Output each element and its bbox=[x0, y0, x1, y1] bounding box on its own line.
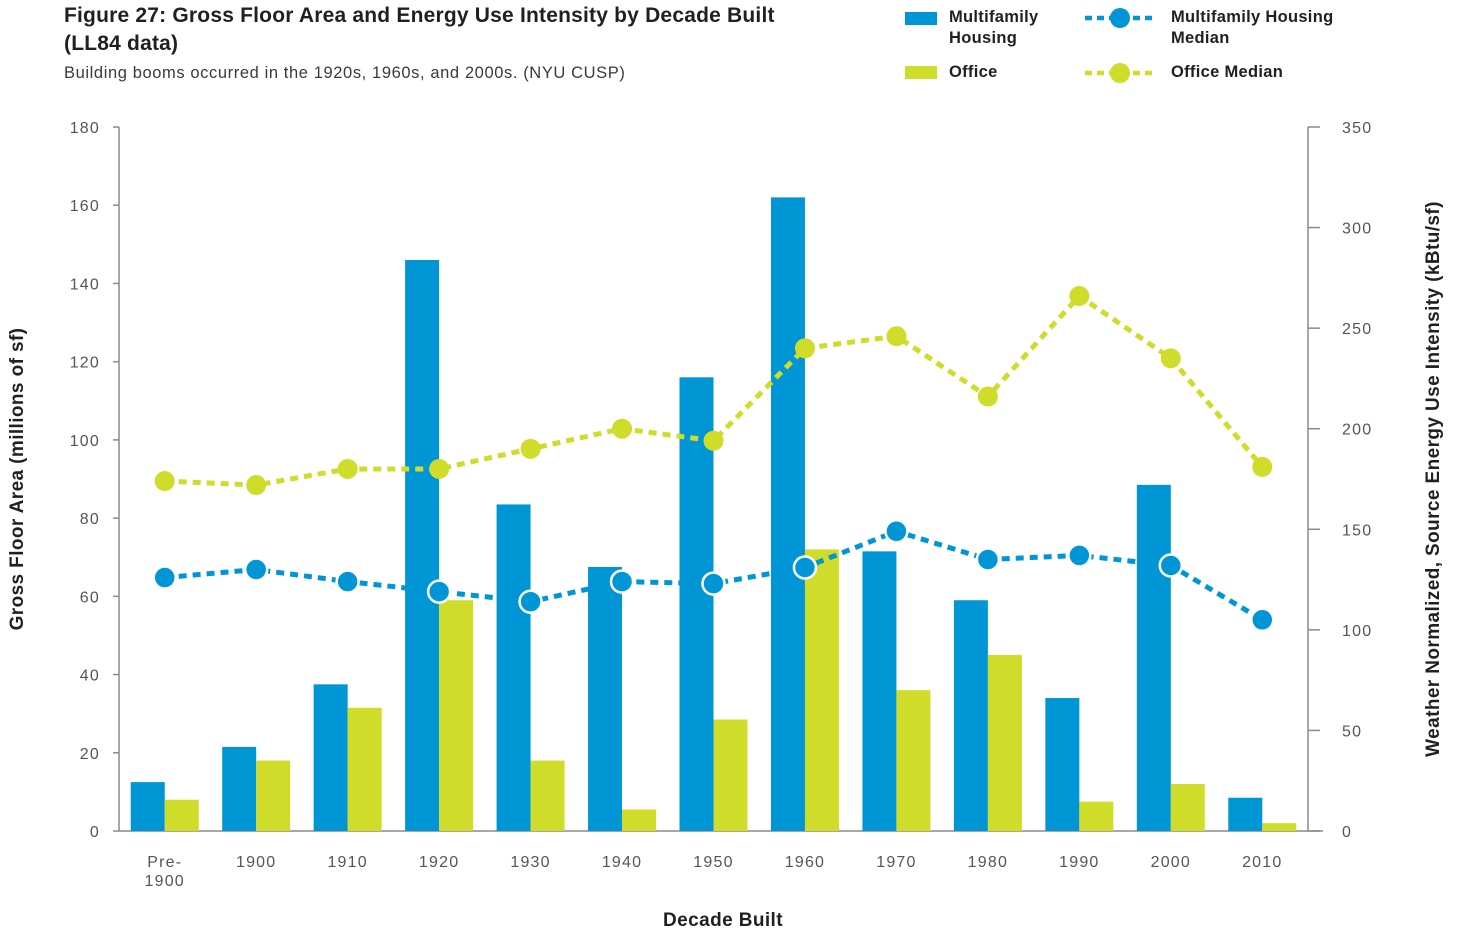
y-tick-label: 140 bbox=[70, 276, 100, 293]
y-tick-label: 20 bbox=[80, 746, 100, 763]
multifamily-median-point bbox=[335, 569, 360, 594]
y-tick-label: 40 bbox=[80, 668, 100, 685]
x-tick-label: 1920 bbox=[419, 854, 459, 871]
median-lines bbox=[164, 292, 1265, 622]
bar-multifamily bbox=[1136, 484, 1171, 831]
x-tick-label: 1990 bbox=[1059, 854, 1099, 871]
bar-office bbox=[347, 707, 382, 831]
bar-multifamily bbox=[313, 684, 348, 831]
x-tick-label: 1930 bbox=[510, 854, 550, 871]
median-points bbox=[152, 285, 1275, 633]
bar-multifamily bbox=[1045, 698, 1080, 831]
x-tick-label: Pre-1900 bbox=[145, 854, 185, 890]
bar-office bbox=[713, 719, 748, 831]
multifamily-median-point bbox=[152, 565, 177, 590]
y2-tick-label: 200 bbox=[1342, 422, 1372, 439]
y2-tick-label: 250 bbox=[1342, 321, 1372, 338]
multifamily-median-point bbox=[884, 519, 909, 544]
bar-office bbox=[256, 760, 291, 831]
x-tick-label: 1940 bbox=[602, 854, 642, 871]
multifamily-median-point bbox=[243, 557, 269, 582]
bar-multifamily bbox=[405, 259, 440, 831]
bars bbox=[130, 197, 1297, 831]
y-tick-label: 80 bbox=[80, 511, 100, 528]
office-median-point bbox=[1069, 285, 1090, 306]
y2-tick-label: 100 bbox=[1342, 623, 1372, 640]
x-axis-title: Decade Built bbox=[663, 910, 783, 930]
y2-tick-label: 350 bbox=[1342, 120, 1372, 137]
office-median-point bbox=[337, 458, 358, 479]
office-median-point bbox=[886, 326, 907, 347]
x-tick-label: 1910 bbox=[327, 854, 367, 871]
bar-multifamily bbox=[770, 197, 805, 831]
bar-office bbox=[896, 690, 931, 831]
office-median-point bbox=[794, 338, 815, 359]
x-tick-label: 1970 bbox=[876, 854, 916, 871]
bar-office bbox=[804, 549, 839, 831]
bar-multifamily bbox=[496, 504, 531, 831]
y-tick-label: 160 bbox=[70, 198, 100, 215]
y2-tick-label: 0 bbox=[1342, 824, 1352, 841]
office-median-point bbox=[1252, 456, 1273, 477]
multifamily-median-point bbox=[1067, 543, 1092, 568]
bar-multifamily bbox=[588, 567, 623, 831]
x-tick-label: 2000 bbox=[1151, 854, 1191, 871]
multifamily-median-point bbox=[792, 555, 818, 580]
multifamily-median-point bbox=[426, 579, 452, 604]
y-tick-label: 60 bbox=[80, 589, 100, 606]
x-tick-label: 2010 bbox=[1242, 854, 1282, 871]
y2-tick-label: 150 bbox=[1342, 522, 1372, 539]
office-median-point bbox=[520, 438, 541, 459]
office-median-point bbox=[703, 430, 724, 451]
office-median-point bbox=[1160, 348, 1181, 369]
x-tick-label: 1980 bbox=[968, 854, 1008, 871]
bar-office bbox=[164, 799, 199, 831]
bar-office bbox=[987, 655, 1022, 831]
office-median-point bbox=[154, 471, 175, 492]
multifamily-median-point bbox=[1250, 607, 1275, 633]
x-tick-label: 1900 bbox=[236, 854, 276, 871]
y-axis-title: Gross Floor Area (millions of sf) bbox=[7, 328, 28, 631]
office-median-point bbox=[612, 418, 633, 439]
bar-multifamily bbox=[130, 782, 165, 831]
multifamily-median-point bbox=[701, 571, 726, 596]
office-median-line bbox=[164, 292, 1265, 488]
bar-multifamily bbox=[1228, 797, 1263, 831]
office-median-point bbox=[246, 475, 267, 496]
chart-subtitle: Building booms occurred in the 1920s, 19… bbox=[64, 64, 626, 82]
y-tick-label: 180 bbox=[70, 120, 100, 137]
bar-multifamily bbox=[679, 377, 714, 831]
bar-office bbox=[1079, 801, 1114, 831]
y2-tick-label: 50 bbox=[1342, 723, 1362, 740]
multifamily-median-point bbox=[518, 589, 543, 614]
office-median-point bbox=[977, 386, 998, 407]
chart-title: Figure 27: Gross Floor Area and Energy U… bbox=[64, 4, 775, 55]
y-tick-label: 0 bbox=[90, 824, 100, 841]
bar-office bbox=[530, 760, 565, 831]
bar-office bbox=[622, 809, 657, 831]
multifamily-median-point bbox=[1158, 553, 1184, 578]
bar-office bbox=[1170, 784, 1205, 831]
office-median-point bbox=[429, 458, 450, 479]
y-tick-label: 100 bbox=[70, 433, 100, 450]
bar-multifamily bbox=[862, 551, 897, 831]
bar-office bbox=[1262, 823, 1297, 831]
bar-multifamily bbox=[953, 600, 988, 831]
y-tick-label: 120 bbox=[70, 355, 100, 372]
bar-multifamily bbox=[222, 746, 257, 831]
multifamily-median-point bbox=[975, 547, 1001, 572]
x-tick-label: 1960 bbox=[785, 854, 825, 871]
y2-axis-title: Weather Normalized, Source Energy Use In… bbox=[1423, 201, 1444, 757]
multifamily-median-point bbox=[609, 569, 635, 594]
bar-office bbox=[439, 600, 474, 831]
axes: 0 20 40 60 80 100 120 140 160 180 0 50 100 150 200 250 3… bbox=[70, 120, 1372, 890]
x-tick-label: 1950 bbox=[693, 854, 733, 871]
y2-tick-label: 300 bbox=[1342, 221, 1372, 238]
